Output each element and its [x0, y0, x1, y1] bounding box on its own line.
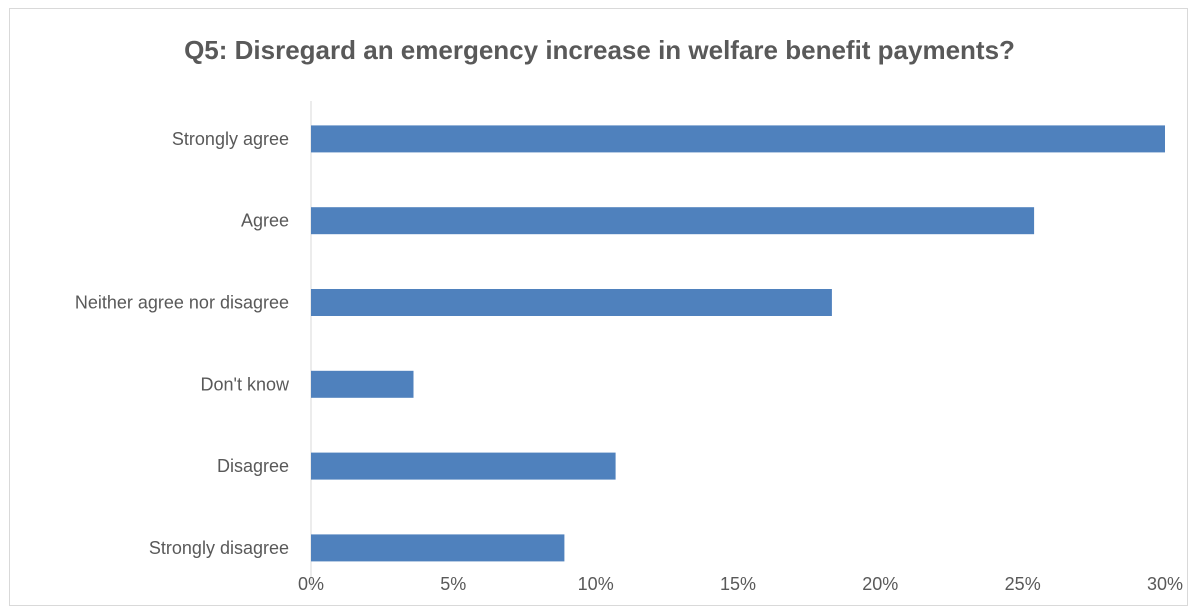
chart-title: Q5: Disregard an emergency increase in w… [184, 35, 1015, 65]
bar-strongly-agree [311, 125, 1165, 153]
x-tick-label: 20% [862, 574, 898, 594]
category-label: Neither agree nor disagree [75, 293, 289, 313]
category-label: Strongly agree [172, 129, 289, 149]
category-label: Agree [241, 211, 289, 231]
x-tick-label: 0% [298, 574, 324, 594]
category-label: Don't know [201, 374, 290, 394]
x-tick-label: 10% [578, 574, 614, 594]
x-tick-label: 15% [720, 574, 756, 594]
bar-neither-agree-nor-disagree [311, 289, 832, 316]
category-label: Strongly disagree [149, 538, 289, 558]
x-tick-label: 25% [1005, 574, 1041, 594]
category-label: Disagree [217, 456, 289, 476]
bar-agree [311, 207, 1035, 235]
bar-strongly-disagree [311, 534, 565, 562]
bar-disagree [311, 452, 616, 480]
bar-don-t-know [311, 370, 414, 398]
x-tick-label: 5% [440, 574, 466, 594]
x-tick-label: 30% [1147, 574, 1183, 594]
